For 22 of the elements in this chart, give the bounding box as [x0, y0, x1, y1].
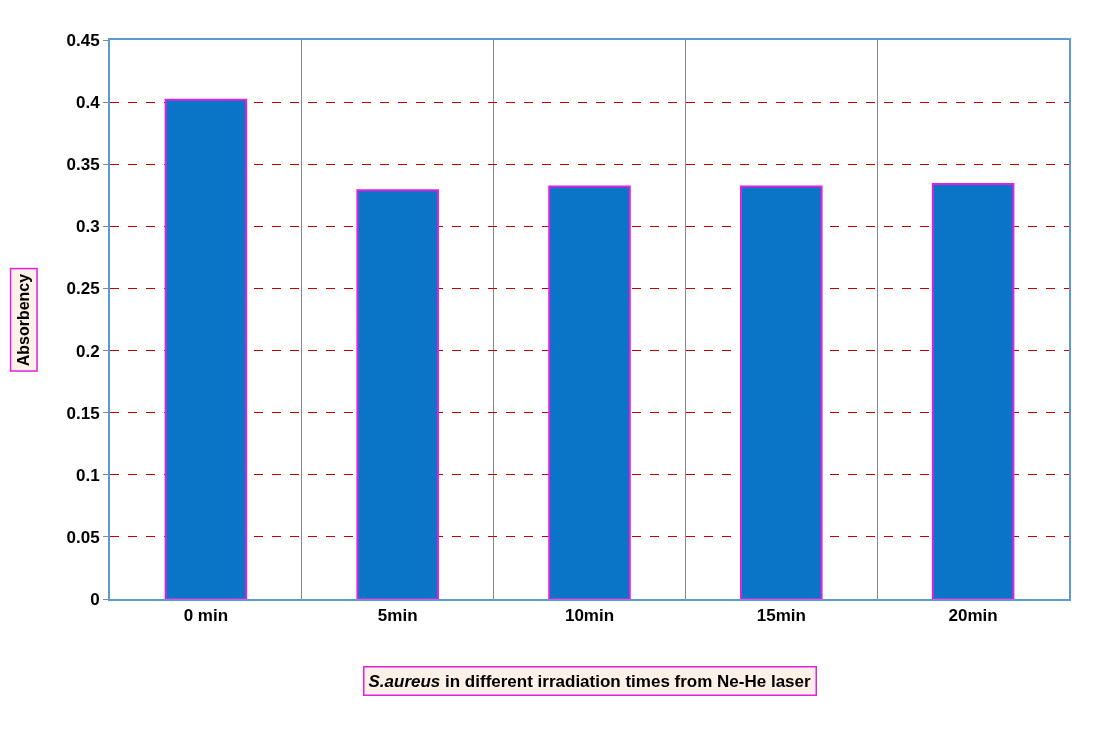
y-tick-label: 0.4 — [75, 93, 101, 113]
x-tick-label: 0 min — [183, 606, 229, 626]
x-tick-label: 20min — [948, 606, 998, 626]
y-tick-label: 0.15 — [66, 403, 100, 423]
y-tick-label: 0.05 — [66, 527, 100, 547]
bar — [740, 185, 823, 599]
y-axis-title: Absorbency — [15, 273, 33, 367]
y-tick-label: 0.35 — [66, 155, 100, 175]
x-axis-title: S.aureus in different irradiation times from Ne-He laser — [368, 671, 811, 691]
y-tick-label: 0.25 — [66, 279, 100, 299]
y-tick-label: 0.1 — [75, 465, 100, 485]
y-tick-label: 0 — [90, 589, 100, 609]
bar — [548, 185, 631, 599]
y-tick-label: 0.3 — [75, 217, 100, 237]
bar — [356, 189, 439, 599]
bar — [164, 98, 248, 599]
y-tick-label: 0.45 — [66, 30, 100, 50]
x-tick-label: 5min — [377, 606, 418, 626]
y-tick-label: 0.2 — [75, 341, 100, 361]
x-tick-label: 15min — [756, 606, 806, 626]
x-tick-label: 10min — [564, 606, 615, 626]
bar — [931, 183, 1015, 599]
